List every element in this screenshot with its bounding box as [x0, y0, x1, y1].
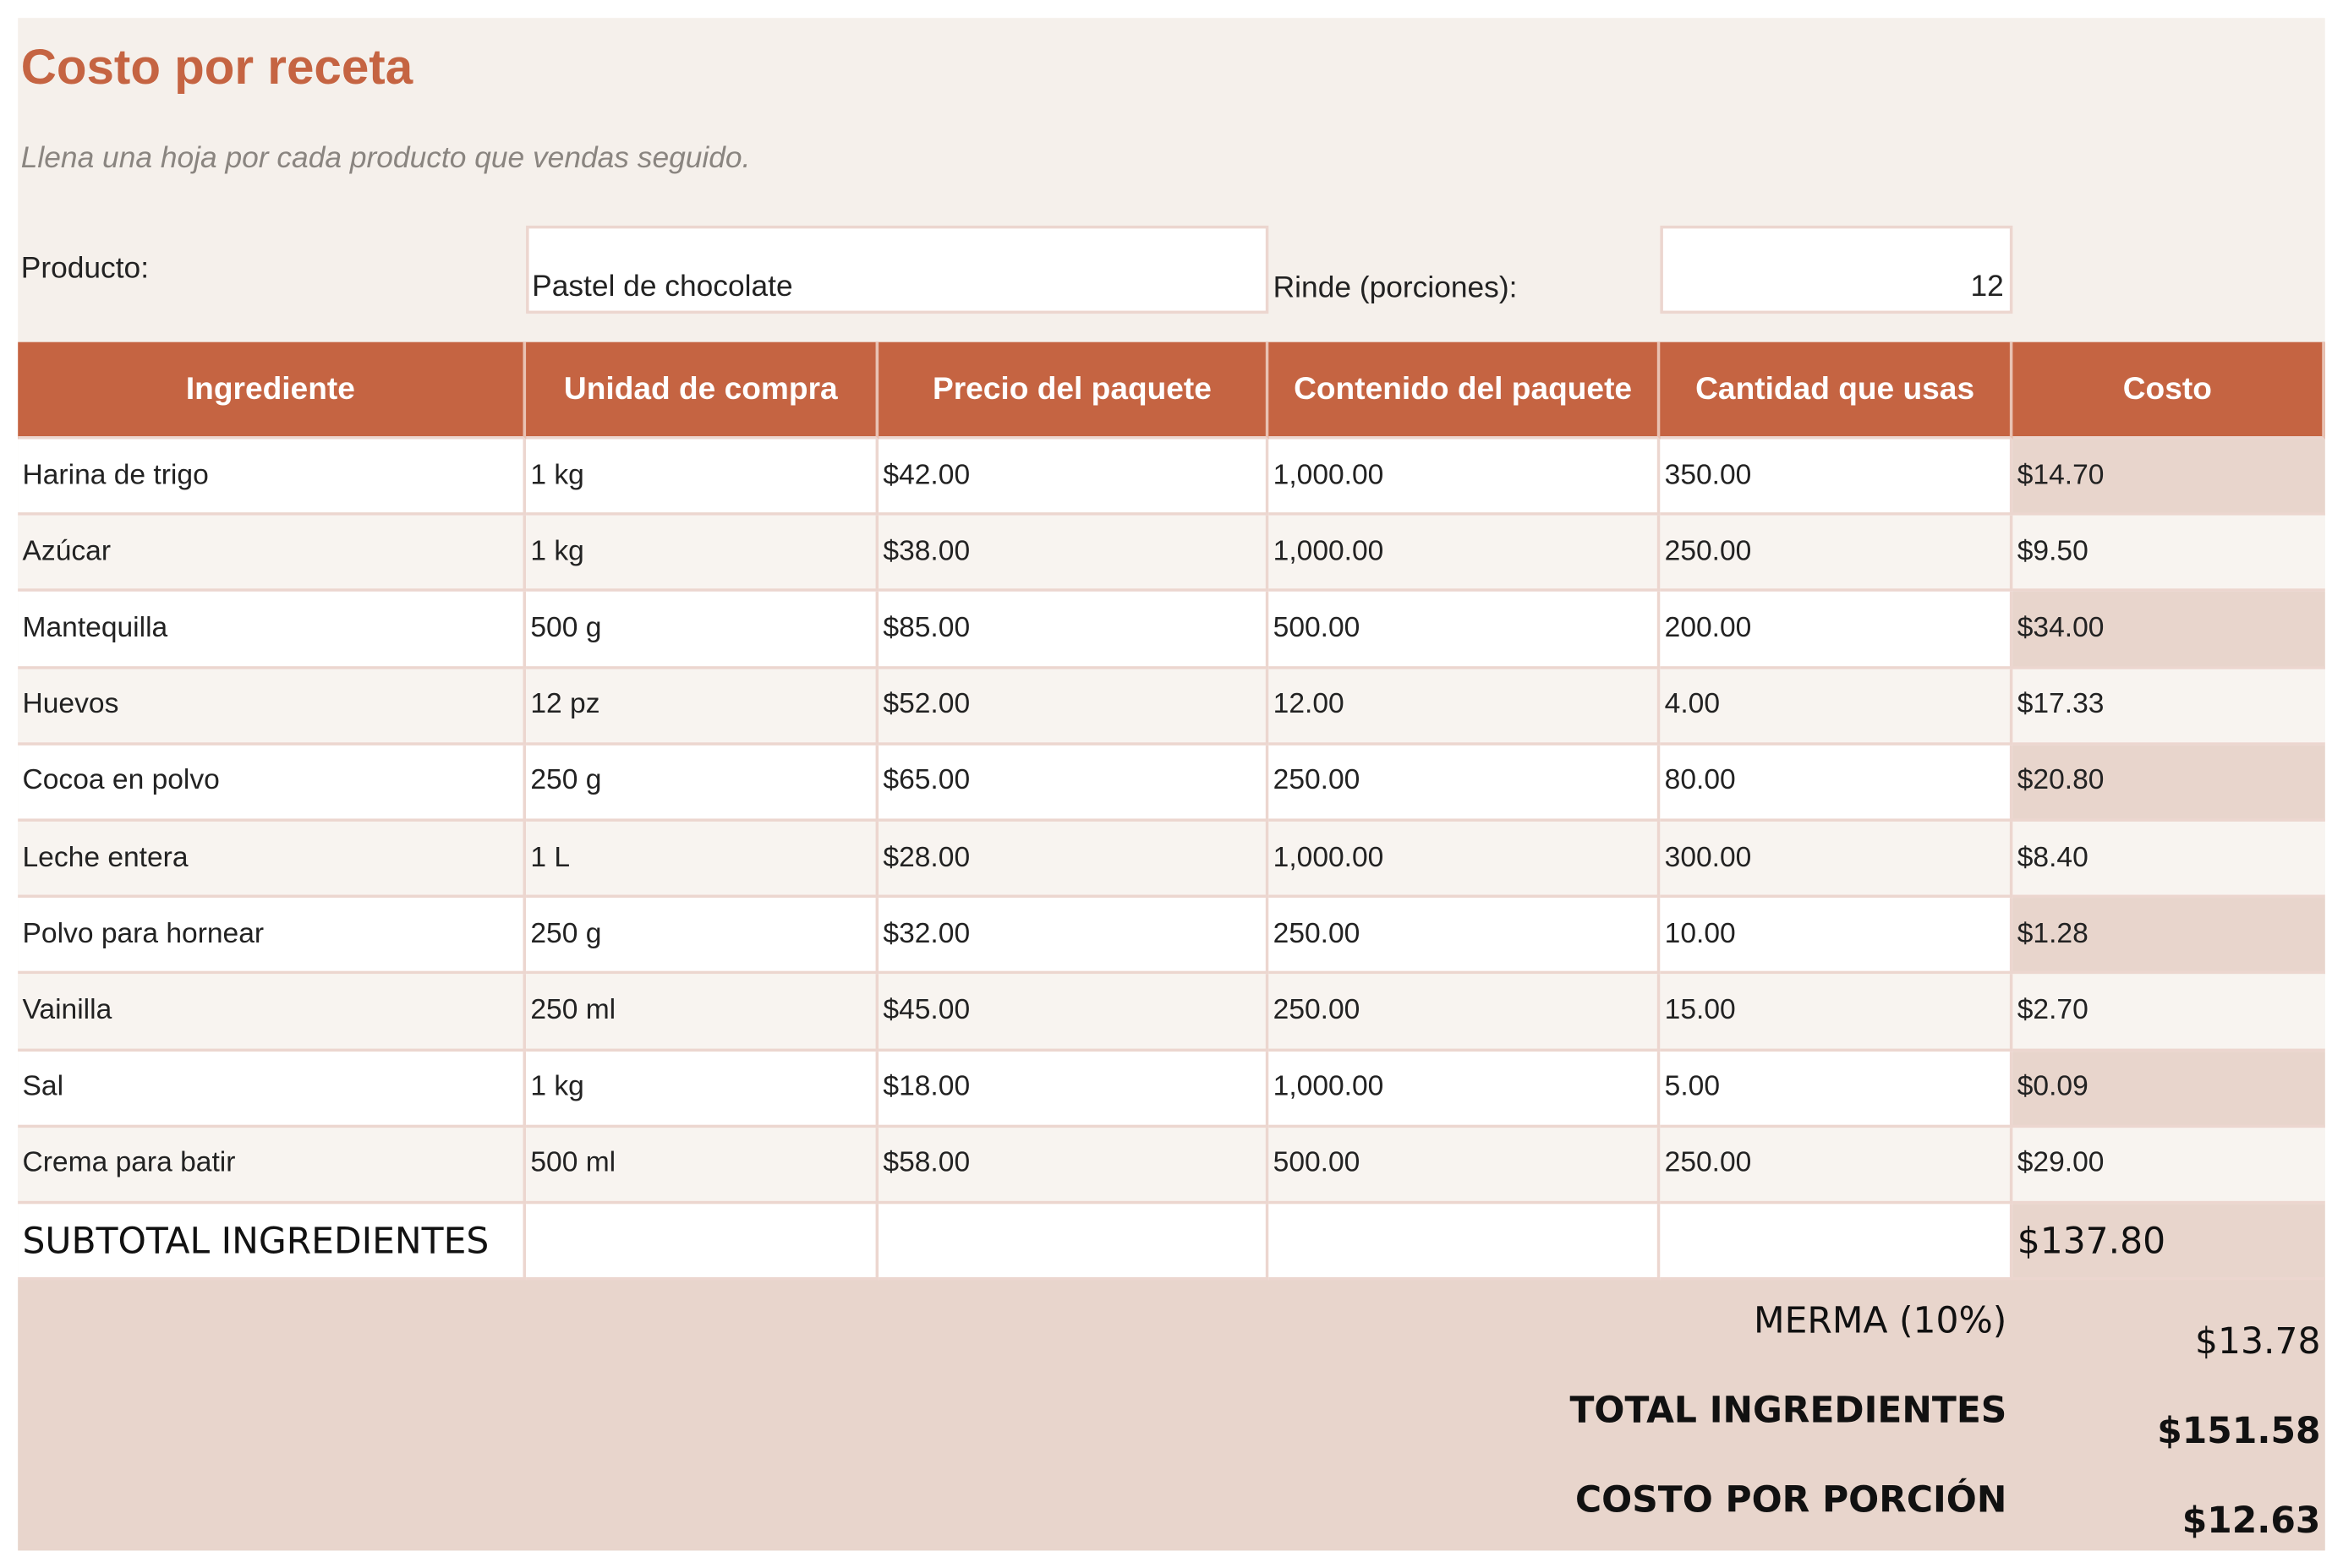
- table-cell: $18.00: [879, 1051, 1269, 1128]
- subtitle: Llena una hoja por cada producto que ven…: [20, 141, 751, 175]
- table-cell: 10.00: [1660, 898, 2013, 975]
- table-cell: $32.00: [879, 898, 1269, 975]
- table-cell: 1 kg: [526, 439, 879, 516]
- title: Costo por receta: [20, 38, 413, 95]
- cost-cell: $1.28: [2012, 898, 2325, 975]
- column-header: Ingrediente: [18, 341, 527, 440]
- table-cell: 200.00: [1660, 592, 2013, 669]
- table-cell: 1 kg: [526, 516, 879, 593]
- column-header: Precio del paquete: [879, 341, 1269, 440]
- summary-label: MERMA (10%): [1754, 1299, 2007, 1341]
- table-cell: 15.00: [1660, 974, 2013, 1052]
- table-cell: 1 kg: [526, 1051, 879, 1128]
- table-cell: Leche entera: [18, 821, 527, 899]
- table-cell: Sal: [18, 1051, 527, 1128]
- summary-label: COSTO POR PORCIÓN: [1575, 1478, 2007, 1522]
- table-cell: 250.00: [1660, 516, 2013, 593]
- table-cell: $38.00: [879, 516, 1269, 593]
- cost-cell: $17.33: [2012, 668, 2325, 746]
- empty-cell: [526, 1204, 879, 1281]
- table-cell: 5.00: [1660, 1051, 2013, 1128]
- summary-value: $151.58: [2157, 1410, 2321, 1452]
- table-cell: Polvo para hornear: [18, 898, 527, 975]
- cost-cell: $29.00: [2012, 1127, 2325, 1205]
- table-cell: $52.00: [879, 668, 1269, 746]
- yield-input[interactable]: 12: [1660, 225, 2013, 314]
- subtotal-value: $137.80: [2012, 1204, 2325, 1281]
- column-header: Cantidad que usas: [1660, 341, 2013, 440]
- table-cell: 1,000.00: [1268, 439, 1661, 516]
- empty-cell: [879, 1204, 1269, 1281]
- subtotal-label: SUBTOTAL INGREDIENTES: [18, 1204, 527, 1281]
- product-label: Producto:: [20, 252, 150, 286]
- summary-value: $13.78: [2195, 1320, 2321, 1363]
- table-cell: 500 ml: [526, 1127, 879, 1205]
- table-cell: 12.00: [1268, 668, 1661, 746]
- cost-cell: $9.50: [2012, 516, 2325, 593]
- table-cell: $42.00: [879, 439, 1269, 516]
- summary-value: $12.63: [2182, 1500, 2321, 1542]
- table-cell: 1,000.00: [1268, 516, 1661, 593]
- table-cell: 250 g: [526, 745, 879, 822]
- table-cell: 12 pz: [526, 668, 879, 746]
- table-cell: 1,000.00: [1268, 1051, 1661, 1128]
- table-cell: 4.00: [1660, 668, 2013, 746]
- column-header: Contenido del paquete: [1268, 341, 1661, 440]
- table-cell: Cocoa en polvo: [18, 745, 527, 822]
- table-cell: 500 g: [526, 592, 879, 669]
- table-cell: 350.00: [1660, 439, 2013, 516]
- table-cell: 500.00: [1268, 592, 1661, 669]
- column-header: Costo: [2012, 341, 2325, 440]
- table-cell: $65.00: [879, 745, 1269, 822]
- table-cell: 1,000.00: [1268, 821, 1661, 899]
- table-cell: 80.00: [1660, 745, 2013, 822]
- column-header: Unidad de compra: [526, 341, 879, 440]
- cost-cell: $8.40: [2012, 821, 2325, 899]
- table-cell: 250 ml: [526, 974, 879, 1052]
- table-cell: 1 L: [526, 821, 879, 899]
- summary-label: TOTAL INGREDIENTES: [1569, 1389, 2007, 1431]
- cost-cell: $20.80: [2012, 745, 2325, 822]
- product-input[interactable]: Pastel de chocolate: [526, 225, 1269, 314]
- table-cell: Vainilla: [18, 974, 527, 1052]
- table-cell: $85.00: [879, 592, 1269, 669]
- cost-cell: $2.70: [2012, 974, 2325, 1052]
- empty-cell: [1660, 1204, 2013, 1281]
- cost-cell: $14.70: [2012, 439, 2325, 516]
- table-cell: $45.00: [879, 974, 1269, 1052]
- yield-label: Rinde (porciones):: [1273, 271, 1518, 305]
- cost-cell: $34.00: [2012, 592, 2325, 669]
- table-cell: Mantequilla: [18, 592, 527, 669]
- table-cell: 250.00: [1268, 974, 1661, 1052]
- table-cell: Crema para batir: [18, 1127, 527, 1205]
- table-cell: Harina de trigo: [18, 439, 527, 516]
- table-cell: 250 g: [526, 898, 879, 975]
- table-cell: 500.00: [1268, 1127, 1661, 1205]
- empty-cell: [1268, 1204, 1661, 1281]
- table-cell: 250.00: [1268, 898, 1661, 975]
- table-cell: 250.00: [1268, 745, 1661, 822]
- table-cell: $28.00: [879, 821, 1269, 899]
- cost-cell: $0.09: [2012, 1051, 2325, 1128]
- table-cell: 300.00: [1660, 821, 2013, 899]
- table-cell: $58.00: [879, 1127, 1269, 1205]
- table-cell: Azúcar: [18, 516, 527, 593]
- summary-background: [18, 1280, 2325, 1551]
- table-cell: 250.00: [1660, 1127, 2013, 1205]
- table-cell: Huevos: [18, 668, 527, 746]
